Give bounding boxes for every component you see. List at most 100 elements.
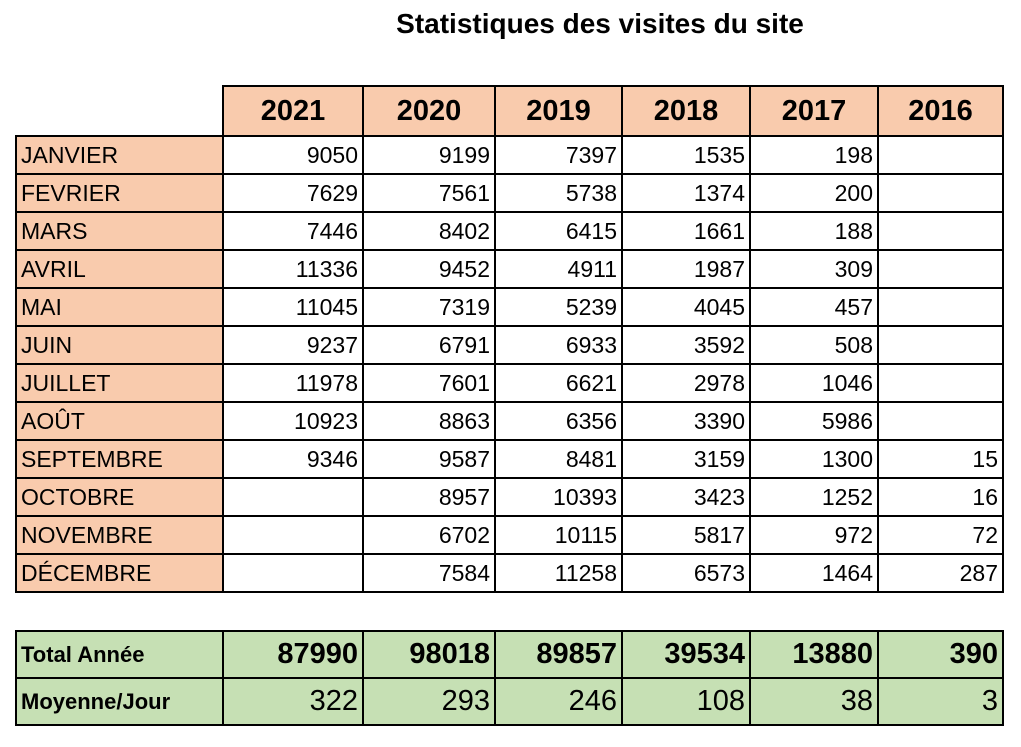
month-row: SEPTEMBRE 9346 9587 8481 3159 1300 15 — [15, 439, 1004, 479]
visit-count-cell: 6933 — [494, 325, 623, 365]
visit-count-cell: 6791 — [362, 325, 496, 365]
visit-count-cell — [877, 173, 1004, 213]
visit-count-cell — [877, 287, 1004, 327]
visit-count-cell: 7584 — [362, 553, 496, 593]
visit-count-cell: 972 — [749, 515, 879, 555]
average-row: Moyenne/Jour 322 293 246 108 38 3 — [15, 677, 1004, 726]
visit-count-cell: 72 — [877, 515, 1004, 555]
visit-count-cell: 9237 — [222, 325, 364, 365]
month-label: AVRIL — [15, 249, 224, 289]
visit-count-cell: 5986 — [749, 401, 879, 441]
year-header: 2020 — [362, 85, 496, 137]
average-cell: 3 — [877, 677, 1004, 726]
year-header: 2016 — [877, 85, 1004, 137]
visit-count-cell: 6621 — [494, 363, 623, 403]
month-row: FEVRIER 7629 7561 5738 1374 200 — [15, 173, 1004, 213]
total-label: Total Année — [15, 630, 224, 679]
total-cell: 98018 — [362, 630, 496, 679]
visit-count-cell: 1300 — [749, 439, 879, 479]
month-label: AOÛT — [15, 401, 224, 441]
total-cell: 87990 — [222, 630, 364, 679]
visit-count-cell: 5239 — [494, 287, 623, 327]
month-label: JUIN — [15, 325, 224, 365]
visit-count-cell: 8863 — [362, 401, 496, 441]
visit-count-cell — [877, 325, 1004, 365]
visit-count-cell: 4911 — [494, 249, 623, 289]
total-cell: 390 — [877, 630, 1004, 679]
visit-count-cell: 3423 — [621, 477, 751, 517]
visit-count-cell: 1464 — [749, 553, 879, 593]
visit-count-cell: 198 — [749, 135, 879, 175]
visit-count-cell — [877, 135, 1004, 175]
year-header: 2017 — [749, 85, 879, 137]
visit-count-cell: 11045 — [222, 287, 364, 327]
totals-table: Total Année 87990 98018 89857 39534 1388… — [15, 630, 1004, 726]
month-label: MAI — [15, 287, 224, 327]
visit-count-cell: 1046 — [749, 363, 879, 403]
page-title: Statistiques des visites du site — [396, 8, 804, 39]
visit-count-cell: 10393 — [494, 477, 623, 517]
visit-count-cell — [222, 553, 364, 593]
visit-count-cell: 8481 — [494, 439, 623, 479]
visit-count-cell: 4045 — [621, 287, 751, 327]
month-row: NOVEMBRE 6702 10115 5817 972 72 — [15, 515, 1004, 555]
visit-count-cell — [222, 515, 364, 555]
visit-count-cell: 309 — [749, 249, 879, 289]
visit-count-cell: 1661 — [621, 211, 751, 251]
corner-cell — [16, 86, 223, 136]
visit-count-cell — [877, 401, 1004, 441]
visit-count-cell: 15 — [877, 439, 1004, 479]
visit-count-cell: 1987 — [621, 249, 751, 289]
visit-count-cell: 1535 — [621, 135, 751, 175]
month-row: AVRIL 11336 9452 4911 1987 309 — [15, 249, 1004, 289]
visit-count-cell: 7561 — [362, 173, 496, 213]
month-label: OCTOBRE — [15, 477, 224, 517]
visit-count-cell: 6702 — [362, 515, 496, 555]
visit-count-cell: 287 — [877, 553, 1004, 593]
total-row: Total Année 87990 98018 89857 39534 1388… — [15, 630, 1004, 679]
visit-count-cell: 188 — [749, 211, 879, 251]
month-row: JUILLET 11978 7601 6621 2978 1046 — [15, 363, 1004, 403]
visit-count-cell: 3592 — [621, 325, 751, 365]
visit-count-cell: 16 — [877, 477, 1004, 517]
visit-count-cell: 7397 — [494, 135, 623, 175]
average-cell: 293 — [362, 677, 496, 726]
total-cell: 89857 — [494, 630, 623, 679]
visit-count-cell: 1374 — [621, 173, 751, 213]
visit-count-cell — [877, 363, 1004, 403]
visit-count-cell: 457 — [749, 287, 879, 327]
visit-count-cell: 6573 — [621, 553, 751, 593]
visit-count-cell — [222, 477, 364, 517]
visit-count-cell: 9050 — [222, 135, 364, 175]
year-header: 2021 — [222, 85, 364, 137]
visit-count-cell: 7629 — [222, 173, 364, 213]
visit-count-cell: 9346 — [222, 439, 364, 479]
month-row: JUIN 9237 6791 6933 3592 508 — [15, 325, 1004, 365]
visit-count-cell: 11258 — [494, 553, 623, 593]
visit-count-cell: 9452 — [362, 249, 496, 289]
visit-count-cell: 6415 — [494, 211, 623, 251]
average-cell: 246 — [494, 677, 623, 726]
average-cell: 322 — [222, 677, 364, 726]
visit-count-cell: 5738 — [494, 173, 623, 213]
year-header: 2019 — [494, 85, 623, 137]
visit-count-cell: 7446 — [222, 211, 364, 251]
visit-count-cell: 9199 — [362, 135, 496, 175]
month-label: NOVEMBRE — [15, 515, 224, 555]
month-label: JANVIER — [15, 135, 224, 175]
month-label: FEVRIER — [15, 173, 224, 213]
visit-count-cell: 9587 — [362, 439, 496, 479]
visit-count-cell: 5817 — [621, 515, 751, 555]
visit-count-cell: 6356 — [494, 401, 623, 441]
average-label: Moyenne/Jour — [15, 677, 224, 726]
visit-count-cell: 2978 — [621, 363, 751, 403]
month-row: AOÛT 10923 8863 6356 3390 5986 — [15, 401, 1004, 441]
month-row: JANVIER 9050 9199 7397 1535 198 — [15, 135, 1004, 175]
month-label: MARS — [15, 211, 224, 251]
visit-count-cell: 3390 — [621, 401, 751, 441]
visit-count-cell: 8402 — [362, 211, 496, 251]
visit-count-cell: 10115 — [494, 515, 623, 555]
month-label: JUILLET — [15, 363, 224, 403]
visit-count-cell — [877, 211, 1004, 251]
visit-count-cell: 7319 — [362, 287, 496, 327]
